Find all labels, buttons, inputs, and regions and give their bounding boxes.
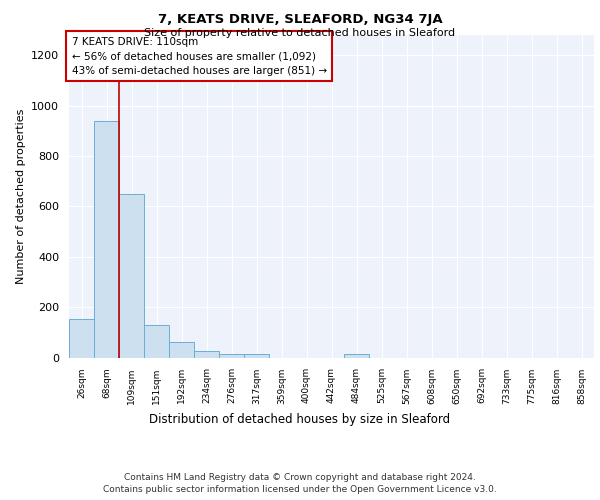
Text: 7 KEATS DRIVE: 110sqm
← 56% of detached houses are smaller (1,092)
43% of semi-d: 7 KEATS DRIVE: 110sqm ← 56% of detached … — [71, 36, 327, 76]
Bar — [144, 324, 169, 358]
Y-axis label: Number of detached properties: Number of detached properties — [16, 108, 26, 284]
Bar — [244, 354, 269, 358]
Bar — [344, 354, 369, 358]
Text: Distribution of detached houses by size in Sleaford: Distribution of detached houses by size … — [149, 412, 451, 426]
Bar — [119, 194, 144, 358]
Text: 7, KEATS DRIVE, SLEAFORD, NG34 7JA: 7, KEATS DRIVE, SLEAFORD, NG34 7JA — [158, 12, 442, 26]
Bar — [94, 120, 119, 358]
Text: Size of property relative to detached houses in Sleaford: Size of property relative to detached ho… — [145, 28, 455, 38]
Bar — [194, 351, 219, 358]
Text: Contains HM Land Registry data © Crown copyright and database right 2024.
Contai: Contains HM Land Registry data © Crown c… — [103, 472, 497, 494]
Bar — [69, 319, 94, 358]
Bar — [169, 342, 194, 357]
Bar — [219, 354, 244, 358]
